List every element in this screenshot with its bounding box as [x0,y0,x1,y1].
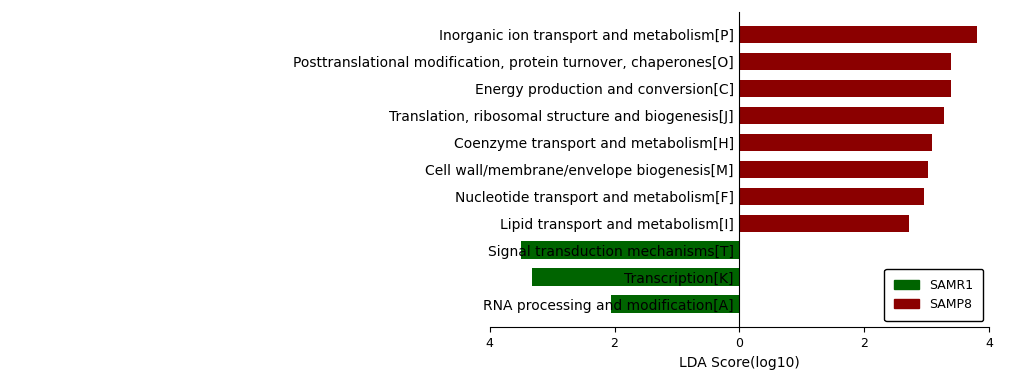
Legend: SAMR1, SAMP8: SAMR1, SAMP8 [883,269,982,321]
Bar [739,187,923,205]
Bar [739,134,931,151]
Bar [521,241,739,259]
Bar [610,295,739,313]
Bar [532,268,739,286]
Bar [739,26,976,44]
Bar [739,107,944,124]
Bar [739,161,927,178]
Bar [739,80,950,97]
Bar [739,53,950,70]
Bar [739,214,909,232]
X-axis label: LDA Score(log10): LDA Score(log10) [679,355,799,370]
